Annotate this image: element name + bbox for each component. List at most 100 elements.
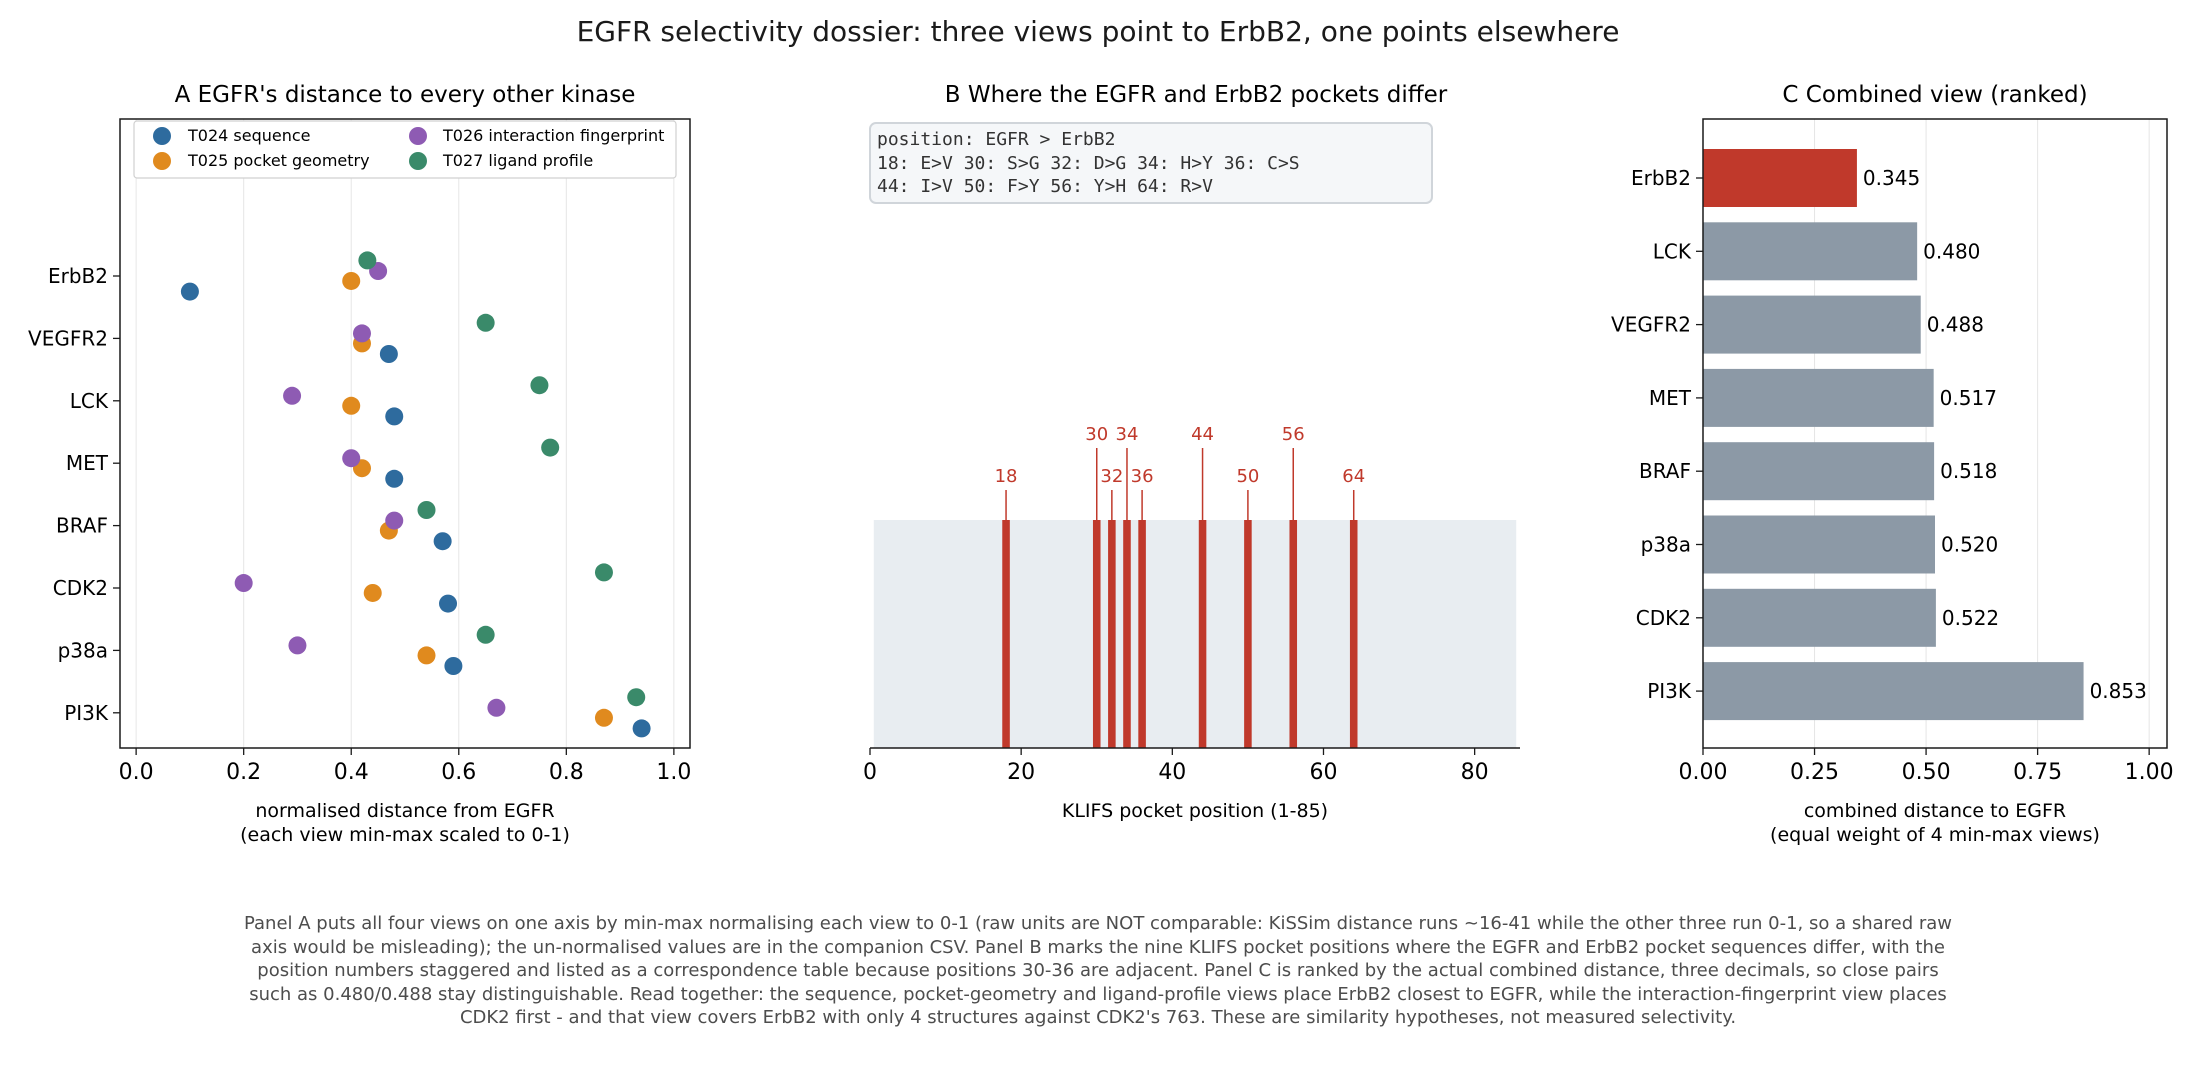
panel-b-xlabel: KLIFS pocket position (1-85): [1062, 800, 1328, 822]
point-t025-pocket-geometry-p38a: [417, 646, 436, 665]
x-tick-label: 1.0: [656, 760, 691, 785]
difference-bar-56: [1289, 520, 1298, 748]
bar-p38a: [1703, 515, 1935, 574]
panel-a-x-ticks: 0.0 0.2 0.4 0.6 0.8 1.0: [119, 748, 691, 785]
bar-cdk2: [1703, 588, 1936, 647]
legend-marker-sequence: [153, 127, 171, 145]
panel-b-title: B Where the EGFR and ErbB2 pockets diffe…: [945, 82, 1448, 108]
point-t027-ligand-profile-erbb2: [358, 251, 377, 270]
y-tick-label-vegfr2: VEGFR2: [28, 326, 108, 350]
x-tick-label: 0.25: [1790, 760, 1839, 785]
y-tick-label-pi3k: PI3K: [64, 701, 109, 725]
point-t024-sequence-met: [385, 469, 404, 488]
point-t024-sequence-cdk2: [439, 594, 458, 613]
x-tick-label: 80: [1461, 760, 1489, 785]
panel-a-points: [180, 251, 651, 738]
y-tick-label-vegfr2: VEGFR2: [1611, 313, 1691, 337]
point-t024-sequence-braf: [433, 532, 452, 551]
legend-marker-ligand: [409, 152, 427, 170]
panel-b-difference-bars: [1002, 520, 1358, 748]
point-t027-ligand-profile-lck: [530, 376, 549, 395]
value-label-braf: 0.518: [1940, 459, 1997, 483]
point-t025-pocket-geometry-cdk2: [363, 583, 382, 602]
panel-c-gridlines: [1702, 119, 2150, 748]
y-tick-label-erbb2: ErbB2: [1631, 166, 1691, 190]
panel-b: B Where the EGFR and ErbB2 pockets diffe…: [863, 82, 1520, 822]
point-t024-sequence-vegfr2: [379, 345, 398, 363]
value-label-met: 0.517: [1940, 386, 1997, 410]
point-t026-interaction-fingerprint-met: [342, 449, 361, 468]
panel-b-x-ticks: 0 20 40 60 80: [863, 748, 1489, 785]
point-t025-pocket-geometry-pi3k: [594, 708, 613, 727]
point-t027-ligand-profile-p38a: [476, 625, 495, 644]
point-t027-ligand-profile-cdk2: [594, 563, 613, 582]
pocket-band: [873, 520, 1517, 748]
legend-box: [133, 120, 677, 179]
difference-bar-64: [1349, 520, 1358, 748]
panel-c-title: C Combined view (ranked): [1782, 82, 2087, 108]
point-t026-interaction-fingerprint-vegfr2: [352, 324, 371, 343]
y-tick-label-cdk2: CDK2: [53, 576, 108, 600]
point-t027-ligand-profile-vegfr2: [476, 313, 495, 332]
legend-label-fingerprint: T026 interaction fingerprint: [442, 126, 664, 145]
panel-a: A EGFR's distance to every other kinase …: [28, 82, 691, 846]
x-tick-label: 0.2: [226, 760, 261, 785]
bar-pi3k: [1703, 662, 2084, 721]
legend-label-sequence: T024 sequence: [187, 126, 311, 145]
y-tick-label-erbb2: ErbB2: [48, 264, 108, 288]
y-tick-label-braf: BRAF: [56, 514, 108, 538]
point-t024-sequence-pi3k: [632, 719, 651, 738]
value-label-vegfr2: 0.488: [1927, 313, 1984, 337]
bar-lck: [1703, 222, 1918, 281]
x-tick-label: 0.00: [1679, 760, 1728, 785]
y-tick-label-braf: BRAF: [1639, 459, 1691, 483]
correspondence-line-3: 44: I>V 50: F>Y 56: Y>H 64: R>V: [877, 176, 1213, 197]
y-tick-label-lck: LCK: [1653, 239, 1692, 263]
panel-a-title: A EGFR's distance to every other kinase: [175, 82, 636, 108]
bar-braf: [1703, 442, 1935, 501]
correspondence-box: [869, 122, 1433, 204]
point-t026-interaction-fingerprint-cdk2: [234, 574, 253, 593]
difference-bar-50: [1244, 520, 1252, 748]
y-tick-label-met: MET: [1649, 386, 1692, 410]
panel-c: C Combined view (ranked) 0.345 0.480 0.488…: [1611, 82, 2174, 846]
position-label-36: 36: [1131, 466, 1154, 487]
panel-c-xlabel: combined distance to EGFR: [1804, 800, 2066, 822]
x-tick-label: 0.4: [334, 760, 369, 785]
point-t026-interaction-fingerprint-pi3k: [487, 698, 506, 717]
position-label-50: 50: [1236, 466, 1259, 487]
value-label-p38a: 0.520: [1941, 533, 1998, 557]
position-label-34: 34: [1116, 424, 1139, 445]
point-t024-sequence-p38a: [444, 657, 463, 675]
panel-c-bars: 0.345 0.480 0.488 0.517 0.518 0.520 0.522 0.853: [1703, 149, 2147, 721]
x-tick-label: 0.75: [2013, 760, 2062, 785]
point-t026-interaction-fingerprint-braf: [385, 511, 404, 530]
panel-a-gridlines: [135, 119, 675, 748]
x-tick-label: 1.00: [2125, 760, 2174, 785]
x-tick-label: 0.8: [549, 760, 584, 785]
point-t026-interaction-fingerprint-p38a: [288, 636, 307, 655]
value-label-lck: 0.480: [1923, 239, 1980, 263]
difference-bar-18: [1002, 520, 1010, 748]
bar-erbb2: [1703, 149, 1857, 207]
correspondence-table: position: EGFR > ErbB2 18: E>V 30: S>G 3…: [869, 122, 1433, 204]
position-label-32: 32: [1100, 466, 1123, 487]
legend-label-ligand: T027 ligand profile: [442, 151, 593, 170]
y-tick-label-p38a: p38a: [58, 638, 108, 662]
position-label-18: 18: [995, 466, 1018, 487]
point-t026-interaction-fingerprint-lck: [283, 386, 302, 405]
position-label-30: 30: [1085, 424, 1108, 445]
bar-met: [1703, 368, 1934, 427]
panel-a-y-ticks: ErbB2 VEGFR2 LCK MET BRAF CDK2 p38a PI3K: [28, 264, 120, 725]
position-label-64: 64: [1342, 466, 1365, 487]
legend-label-geometry: T025 pocket geometry: [187, 151, 370, 170]
position-label-56: 56: [1282, 424, 1305, 445]
panel-a-xlabel-note: (each view min-max scaled to 0-1): [240, 824, 570, 846]
y-tick-label-cdk2: CDK2: [1636, 606, 1691, 630]
x-tick-label: 0.0: [119, 760, 154, 785]
y-tick-label-pi3k: PI3K: [1647, 679, 1692, 703]
point-t024-sequence-lck: [385, 407, 404, 426]
y-tick-label-p38a: p38a: [1641, 533, 1691, 557]
position-label-44: 44: [1191, 424, 1214, 445]
